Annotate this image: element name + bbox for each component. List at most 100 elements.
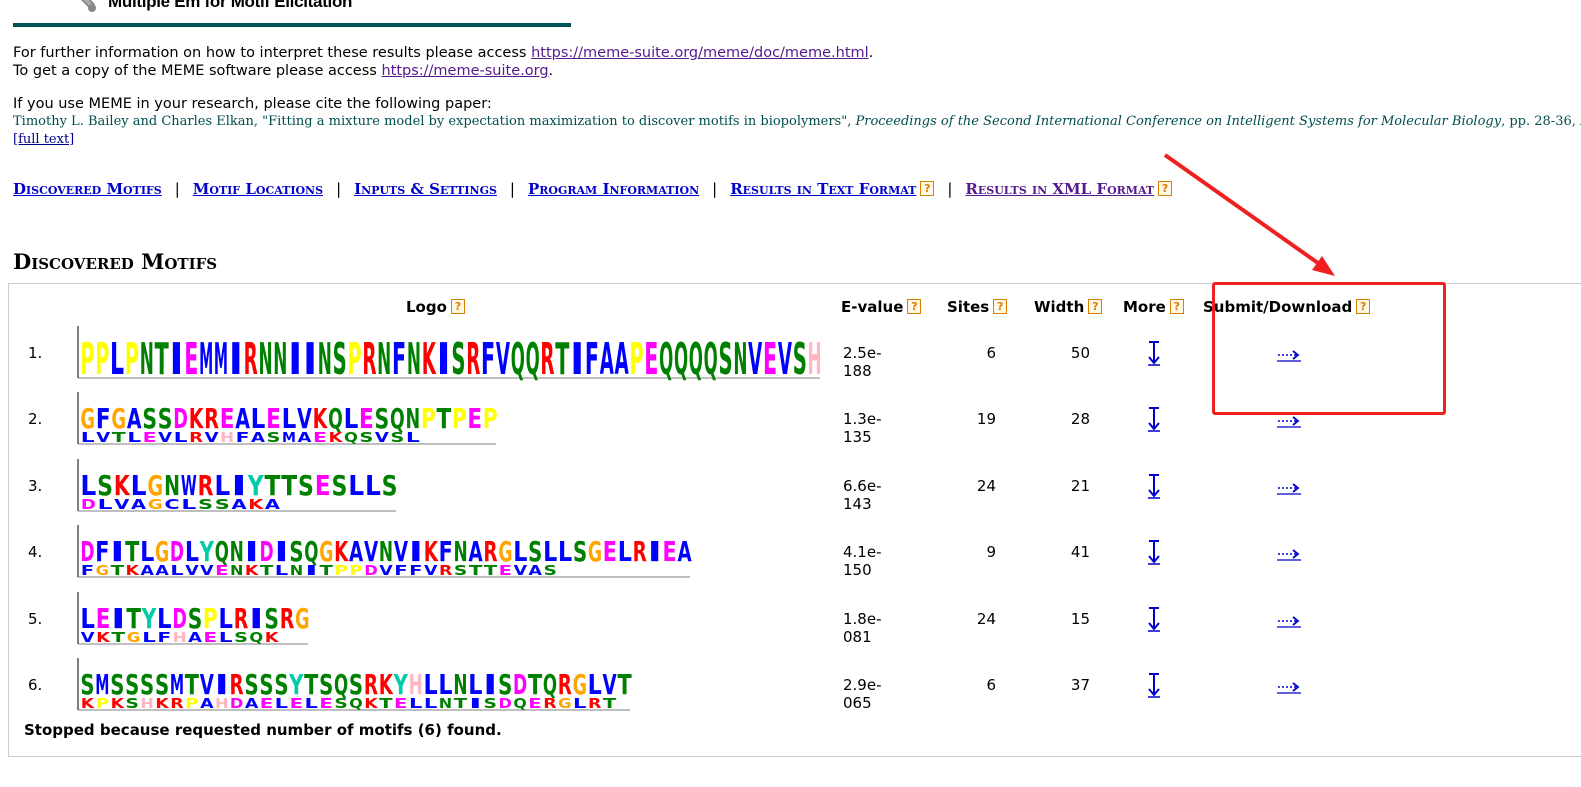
info-line-download: To get a copy of the MEME software pleas… bbox=[13, 62, 553, 80]
help-icon[interactable]: ? bbox=[1356, 299, 1371, 314]
motif-logo[interactable]: L E I T Y L D S P L R I S R GV K T G L F H A E L S Q K bbox=[70, 590, 312, 648]
submit-download-arrow-icon[interactable] bbox=[1277, 682, 1301, 694]
expand-more-icon[interactable] bbox=[1146, 406, 1162, 432]
logo-letter: D bbox=[498, 697, 512, 712]
logo-letter: V bbox=[81, 631, 95, 646]
help-icon[interactable]: ? bbox=[993, 299, 1008, 314]
motifs-panel bbox=[8, 283, 1581, 757]
logo-letter: P bbox=[185, 697, 198, 712]
logo-letter: R bbox=[234, 602, 249, 635]
motif-evalue: 2.5e-188 bbox=[843, 344, 882, 380]
info-text: For further information on how to interp… bbox=[13, 45, 532, 61]
logo-letter: T bbox=[265, 469, 281, 502]
help-icon[interactable]: ? bbox=[1088, 299, 1103, 314]
submit-download-arrow-icon[interactable] bbox=[1277, 549, 1301, 561]
nav-inputs-settings[interactable]: Inputs & Settings bbox=[354, 180, 497, 198]
submit-download-arrow-icon[interactable] bbox=[1277, 416, 1301, 428]
logo-letter: L bbox=[513, 535, 527, 568]
logo-letter: P bbox=[421, 402, 436, 435]
help-icon[interactable]: ? bbox=[450, 299, 465, 314]
logo-letter: D bbox=[81, 498, 96, 513]
logo-letter: L bbox=[588, 668, 602, 701]
motif-width: 15 bbox=[1070, 610, 1090, 628]
logo-letter: E bbox=[184, 334, 198, 382]
logo-letter: L bbox=[365, 469, 381, 502]
logo-letter: D bbox=[80, 535, 94, 568]
help-icon[interactable]: ? bbox=[1169, 299, 1184, 314]
logo-letter: V bbox=[185, 564, 198, 579]
logo-letter: L bbox=[275, 564, 288, 579]
meme-suite-link[interactable]: https://meme-suite.org bbox=[381, 63, 549, 79]
nav-motif-locations[interactable]: Motif Locations bbox=[192, 180, 324, 198]
meme-logo-icon bbox=[81, 0, 96, 12]
help-icon[interactable]: ? bbox=[907, 299, 922, 314]
nav-separator: | bbox=[509, 180, 515, 198]
logo-letter: Y bbox=[289, 668, 304, 701]
logo-letter: F bbox=[439, 535, 453, 568]
logo-letter: V bbox=[375, 431, 389, 446]
logo-letter: S bbox=[349, 668, 363, 701]
logo-letter: T bbox=[126, 602, 141, 635]
expand-more-icon[interactable] bbox=[1146, 606, 1162, 632]
logo-letter: Y bbox=[393, 668, 408, 701]
submit-download-arrow-icon[interactable] bbox=[1277, 616, 1301, 628]
help-icon[interactable]: ? bbox=[920, 181, 935, 196]
logo-letter: K bbox=[126, 564, 141, 579]
logo-letter: E bbox=[644, 334, 658, 382]
logo-letter: G bbox=[498, 535, 512, 568]
expand-more-icon[interactable] bbox=[1146, 672, 1162, 698]
logo-letter: T bbox=[454, 697, 468, 712]
expand-more-icon[interactable] bbox=[1146, 473, 1162, 499]
nav-results-text[interactable]: Results in Text Format bbox=[730, 180, 917, 198]
logo-letter: P bbox=[483, 402, 498, 435]
logo-letter: L bbox=[406, 431, 420, 446]
submit-download-arrow-icon[interactable] bbox=[1277, 350, 1301, 362]
col-header-more: More? bbox=[1123, 298, 1184, 316]
logo-letter: A bbox=[188, 631, 202, 646]
logo-letter: N bbox=[290, 564, 303, 579]
nav-results-xml[interactable]: Results in XML Format bbox=[965, 180, 1155, 198]
info-text: To get a copy of the MEME software pleas… bbox=[13, 63, 382, 79]
logo-letter: P bbox=[349, 564, 362, 579]
info-text: . bbox=[548, 63, 554, 79]
logo-letter: L bbox=[573, 697, 586, 712]
motif-width: 41 bbox=[1070, 543, 1090, 561]
doc-link[interactable]: https://meme-suite.org/meme/doc/meme.htm… bbox=[531, 45, 869, 61]
logo-letter: L bbox=[127, 431, 141, 446]
logo-letter: S bbox=[573, 535, 587, 568]
logo-letter: A bbox=[155, 564, 168, 579]
logo-letter: T bbox=[484, 564, 498, 579]
logo-letter: Q bbox=[334, 668, 348, 701]
motif-sites: 19 bbox=[976, 410, 996, 428]
full-text-link[interactable]: [full text] bbox=[13, 132, 75, 147]
submit-download-arrow-icon[interactable] bbox=[1277, 483, 1301, 495]
citation-journal: Proceedings of the Second International … bbox=[855, 114, 1502, 129]
nav-discovered-motifs[interactable]: Discovered Motifs bbox=[13, 180, 162, 198]
logo-letter: H bbox=[140, 697, 153, 712]
help-icon[interactable]: ? bbox=[1158, 181, 1173, 196]
logo-letter: Y bbox=[141, 602, 157, 635]
logo-letter: L bbox=[282, 402, 297, 435]
logo-letter: E bbox=[467, 402, 482, 435]
logo-letter: H bbox=[808, 334, 822, 382]
motif-logo[interactable]: L S K L G N W R L I Y T T S E S L L SD L V A G C L S S A K A bbox=[70, 457, 400, 515]
logo-letter: N bbox=[273, 334, 287, 382]
motif-number: 1. bbox=[28, 344, 43, 362]
logo-letter: S bbox=[298, 469, 314, 502]
logo-letter: I bbox=[229, 334, 243, 382]
nav-program-information[interactable]: Program Information bbox=[527, 180, 700, 198]
expand-more-icon[interactable] bbox=[1146, 340, 1162, 366]
logo-letter: A bbox=[127, 402, 142, 435]
logo-letter: P bbox=[452, 402, 467, 435]
logo-letter: T bbox=[603, 697, 617, 712]
motif-logo[interactable]: S M S S S S M T V I R S S S Y T S Q S R K Y H L L N L I S D T Q R G L V TK P K… bbox=[70, 656, 634, 714]
logo-letter: S bbox=[97, 469, 113, 502]
col-header-width: Width? bbox=[1034, 298, 1103, 316]
expand-more-icon[interactable] bbox=[1146, 539, 1162, 565]
motif-logo[interactable]: G F G A S S D K R E A L E L V K Q L E S Q N P T P E PL V T L E V L R V H F A S… bbox=[70, 390, 500, 448]
logo-letter: W bbox=[181, 469, 197, 502]
motif-sites: 6 bbox=[986, 344, 996, 362]
logo-letter: Q bbox=[328, 402, 343, 435]
